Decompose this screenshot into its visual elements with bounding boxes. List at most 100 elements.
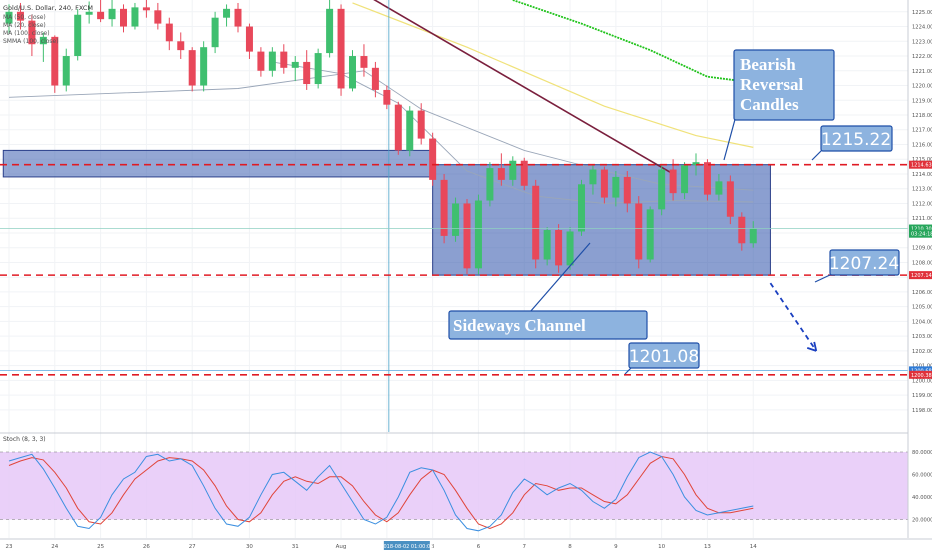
- candle-body: [62, 56, 70, 86]
- price-tick-label: 1217.00: [912, 128, 932, 134]
- level-support-callout-text: 1201.08: [629, 347, 699, 367]
- price-tag-label: 1210.30: [911, 227, 932, 233]
- time-tick-label: 6: [477, 544, 481, 550]
- price-tick-label: 1224.00: [912, 25, 932, 31]
- price-tick-label: 1209.00: [912, 246, 932, 252]
- candle-body: [97, 11, 105, 20]
- candle-body: [383, 89, 391, 105]
- candle-body: [303, 61, 311, 85]
- price-tag: [909, 366, 932, 375]
- price-tick-label: 1215.00: [912, 157, 932, 163]
- forecast-arrow-head: [806, 341, 818, 352]
- time-tick-label: 8: [568, 544, 572, 550]
- candle-body: [463, 203, 471, 269]
- price-tick-label: 1220.00: [912, 84, 932, 90]
- candle-body: [429, 138, 437, 180]
- levels-layer: [0, 163, 908, 376]
- time-tick-label: 13: [704, 544, 711, 550]
- price-tag: [909, 160, 932, 169]
- candle-body: [440, 179, 448, 236]
- candle-body: [612, 176, 620, 198]
- candle-body: [245, 26, 253, 52]
- zone-resistance-band: [2, 149, 434, 178]
- time-tick-label: 31: [292, 544, 299, 550]
- candle-body: [211, 17, 219, 48]
- trendline-bearish: [373, 0, 674, 175]
- price-tick-label: 1206.00: [912, 290, 932, 296]
- candle-body: [543, 230, 551, 260]
- cursor-time-label: 2018-08-02 01:00:00: [380, 544, 433, 550]
- candle-body: [177, 41, 185, 51]
- sideways-callout-text: Sideways Channel: [453, 316, 586, 335]
- candle-body: [200, 47, 208, 86]
- bearish-callout-text: Candles: [740, 95, 799, 114]
- stoch-tick-label: 60.0000: [912, 473, 932, 479]
- price-tick-label: 1199.00: [912, 393, 932, 399]
- candle-body: [623, 176, 631, 204]
- candle-body: [85, 11, 93, 15]
- chart-symbol-title: Gold/U.S. Dollar, 240, FXCM: [3, 4, 93, 12]
- price-tick-label: 1222.00: [912, 54, 932, 60]
- price-tick-label: 1223.00: [912, 39, 932, 45]
- candle-body: [520, 160, 528, 186]
- candle-body: [566, 231, 574, 266]
- price-tick-label: 1221.00: [912, 69, 932, 75]
- candle-body: [394, 104, 402, 151]
- time-tick-label: Aug: [336, 544, 347, 550]
- candle-body: [417, 110, 425, 139]
- candle-body: [703, 162, 711, 195]
- price-tick-label: 1205.00: [912, 305, 932, 311]
- price-tick-label: 1203.00: [912, 334, 932, 340]
- candle-body: [223, 8, 231, 18]
- bearish-callout-text: Bearish: [740, 55, 796, 74]
- indicator-label: MA (50, close): [3, 14, 46, 21]
- indicator-label: MA (20, close): [3, 22, 46, 29]
- candle-body: [108, 8, 116, 20]
- candle-body: [165, 23, 173, 42]
- candle-body: [257, 51, 265, 71]
- indicator-label: MA (100, close): [3, 30, 50, 37]
- candle-body: [326, 8, 334, 54]
- candle-body: [749, 228, 757, 244]
- candle-body: [142, 7, 150, 11]
- callout-pointer: [529, 242, 591, 313]
- candle-body: [5, 11, 13, 24]
- price-tag-label: 1207.14: [911, 273, 932, 279]
- candle-body: [452, 203, 460, 236]
- price-tag: [909, 271, 932, 280]
- candle-body: [268, 51, 276, 71]
- candle-body: [337, 8, 345, 89]
- candle-body: [74, 14, 82, 57]
- price-tick-label: 1202.00: [912, 349, 932, 355]
- price-tag: [909, 224, 932, 233]
- indicator-label: SMMA (100, close): [3, 38, 59, 45]
- level-high-callout-text: 1215.22: [821, 130, 891, 150]
- bearish-callout-box: [733, 49, 835, 121]
- price-tag-label: 1214.63: [911, 163, 932, 169]
- time-tick-label: 27: [189, 544, 196, 550]
- candle-body: [497, 168, 505, 180]
- stoch-tick-label: 40.0000: [912, 495, 932, 501]
- candles-layer: [5, 0, 757, 275]
- price-tick-label: 1218.00: [912, 113, 932, 119]
- candle-body: [28, 20, 36, 45]
- time-tick-label: 14: [750, 544, 757, 550]
- time-tick-label: 25: [97, 544, 104, 550]
- candle-body: [188, 50, 196, 86]
- candle-body: [314, 53, 322, 85]
- candle-body: [371, 67, 379, 90]
- time-tick-label: 10: [658, 544, 665, 550]
- price-tag: [909, 229, 932, 238]
- level-low-callout-text: 1207.24: [829, 254, 899, 274]
- candle-body: [555, 230, 563, 266]
- price-tag-label: 03:24:18: [911, 232, 932, 238]
- candle-body: [474, 200, 482, 269]
- candle-body: [578, 184, 585, 232]
- stoch-d-line: [8, 455, 754, 530]
- bearish-callout-text: Reversal: [740, 75, 804, 94]
- price-tag: [909, 370, 932, 379]
- moving-average-line: [8, 70, 754, 191]
